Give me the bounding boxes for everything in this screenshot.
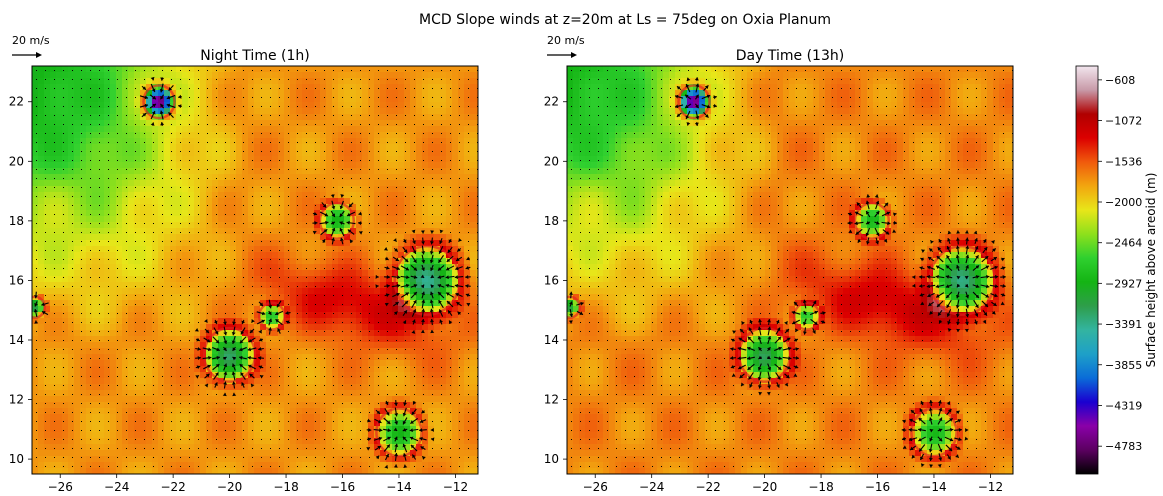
x-tick-label: −16	[865, 480, 890, 494]
x-tick-label: −16	[330, 480, 355, 494]
colorbar-tick-label: −1536	[1105, 155, 1142, 168]
y-tick-label: 10	[544, 452, 559, 466]
colorbar-tick-label: −608	[1105, 74, 1135, 87]
quiver-key-arrow-day	[547, 52, 577, 58]
crater-rim	[202, 326, 257, 383]
figure-title: MCD Slope winds at z=20m at Ls = 75deg o…	[419, 12, 831, 28]
colorbar-ticks: −608 −1072 −1536 −2000 −2464 −2927 −3391 −3855 −…	[1098, 74, 1142, 453]
panel-day-title: Day Time (13h)	[736, 48, 844, 64]
x-tick-label: −12	[443, 480, 468, 494]
colorbar-tick-label: −2464	[1105, 237, 1142, 250]
y-tick-label: 20	[544, 154, 559, 168]
y-tick-label: 12	[544, 393, 559, 407]
crater-rim	[853, 201, 891, 240]
y-tick-label: 16	[9, 273, 24, 287]
axes-night: −26 −24 −22 −20 −18 −16 −14 −12 10 12 14 16 18 20 22	[9, 95, 468, 494]
quiver-key-label-night: 20 m/s	[12, 34, 50, 47]
colorbar-tick-label: −3391	[1105, 318, 1142, 331]
plot-frame-day	[566, 65, 1014, 475]
plot-frame-night	[31, 65, 479, 475]
x-tick-label: −14	[386, 480, 411, 494]
colorbar-tick-label: −4319	[1105, 399, 1142, 412]
panel-night: Night Time (1h) 20 m/s −26 −24 −22 −20 −18 −1…	[9, 34, 479, 494]
heatmap-night	[32, 66, 478, 474]
x-tick-label: −24	[639, 480, 664, 494]
y-tick-label: 16	[544, 273, 559, 287]
heatmap-day	[567, 66, 1013, 474]
crater-rim	[737, 326, 792, 383]
x-tick-label: −24	[104, 480, 129, 494]
y-tick-label: 22	[544, 95, 559, 109]
y-tick-label: 20	[9, 154, 24, 168]
crater-rim	[393, 244, 461, 316]
panel-day: Day Time (13h) 20 m/s −26 −24 −22 −20 −18 −16…	[544, 34, 1014, 494]
colorbar-tick-label: −1072	[1105, 115, 1142, 128]
crater-rim	[677, 84, 711, 120]
x-tick-label: −20	[217, 480, 242, 494]
crater-rim	[567, 295, 581, 319]
colorbar: −608 −1072 −1536 −2000 −2464 −2927 −3391 −3855 −…	[1075, 65, 1158, 475]
x-tick-label: −12	[978, 480, 1003, 494]
crater-rim	[792, 301, 821, 331]
wind-vectors-night	[33, 70, 478, 469]
y-tick-label: 22	[9, 95, 24, 109]
x-tick-label: −20	[752, 480, 777, 494]
y-tick-label: 10	[9, 452, 24, 466]
crater-rim	[318, 201, 356, 240]
y-tick-label: 12	[9, 393, 24, 407]
colorbar-tick-label: −2000	[1105, 196, 1142, 209]
y-tick-label: 14	[544, 333, 559, 347]
x-tick-label: −18	[273, 480, 298, 494]
x-tick-label: −22	[160, 480, 185, 494]
colorbar-gradient	[1075, 65, 1099, 475]
x-tick-label: −14	[921, 480, 946, 494]
quiver-key-arrow-night	[12, 52, 42, 58]
crater-rim	[928, 244, 996, 316]
x-tick-label: −22	[695, 480, 720, 494]
crater-rim	[142, 84, 176, 120]
y-tick-label: 18	[9, 214, 24, 228]
crater-rim	[257, 301, 286, 331]
colorbar-tick-label: −3855	[1105, 359, 1142, 372]
crater-rim	[32, 295, 46, 319]
x-tick-label: −26	[583, 480, 608, 494]
quiver-key-label-day: 20 m/s	[547, 34, 585, 47]
y-tick-label: 18	[544, 214, 559, 228]
x-tick-label: −18	[808, 480, 833, 494]
axes-day: −26 −24 −22 −20 −18 −16 −14 −12 10 12 14 16 18 20 22	[544, 95, 1003, 494]
crater-rim	[910, 407, 958, 458]
wind-vectors-day	[568, 70, 1013, 468]
x-tick-label: −26	[48, 480, 73, 494]
colorbar-tick-label: −2927	[1105, 277, 1142, 290]
crater-rim	[375, 407, 423, 458]
colorbar-tick-label: −4783	[1105, 440, 1142, 453]
panel-night-title: Night Time (1h)	[200, 48, 309, 64]
y-tick-label: 14	[9, 333, 24, 347]
colorbar-label: Surface height above areoid (m)	[1144, 173, 1158, 368]
